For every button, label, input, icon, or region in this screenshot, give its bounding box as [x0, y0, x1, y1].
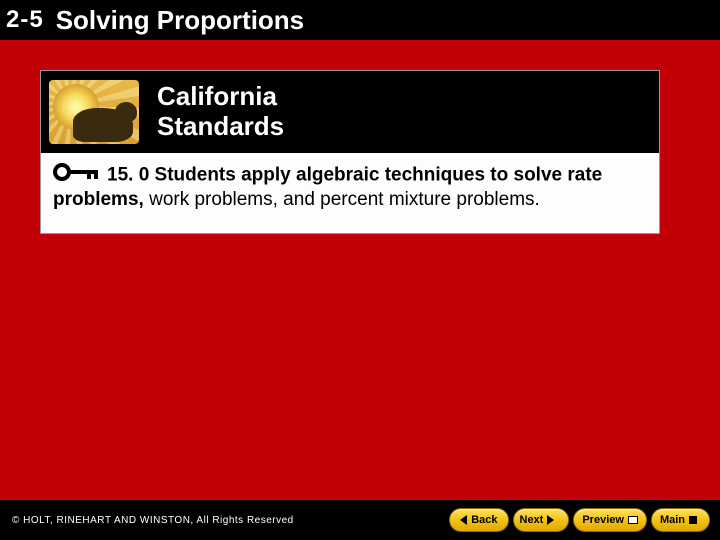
section-title: Solving Proportions: [44, 5, 304, 36]
main-square-icon: [689, 516, 697, 524]
back-arrow-icon: [460, 515, 467, 525]
standards-title-line1: California: [157, 82, 284, 112]
back-button[interactable]: Back: [449, 508, 508, 532]
key-icon: [53, 163, 103, 188]
copyright-text: © HOLT, RINEHART AND WINSTON, All Rights…: [12, 515, 294, 526]
nav-buttons: Back Next Preview Main: [449, 508, 710, 532]
slide-header: 2-5 Solving Proportions: [0, 0, 720, 40]
section-number: 2-5: [0, 6, 44, 34]
main-button[interactable]: Main: [651, 508, 710, 532]
standards-title: California Standards: [139, 82, 284, 142]
preview-thumb-icon: [628, 516, 638, 524]
standards-header: California Standards: [41, 71, 659, 153]
main-button-label: Main: [660, 514, 685, 526]
preview-button-label: Preview: [582, 514, 624, 526]
standards-title-line2: Standards: [157, 112, 284, 142]
california-bear-icon: [49, 80, 139, 144]
next-button-label: Next: [520, 514, 544, 526]
back-button-label: Back: [471, 514, 497, 526]
preview-button[interactable]: Preview: [573, 508, 647, 532]
standards-body: 15. 0 Students apply algebraic technique…: [41, 153, 659, 233]
next-button[interactable]: Next: [513, 508, 570, 532]
next-arrow-icon: [547, 515, 554, 525]
standard-text-rest: work problems, and percent mixture probl…: [144, 189, 540, 210]
standards-box: California Standards 15. 0 Students appl…: [40, 70, 660, 234]
slide-footer: © HOLT, RINEHART AND WINSTON, All Rights…: [0, 500, 720, 540]
content-area: California Standards 15. 0 Students appl…: [0, 40, 720, 500]
